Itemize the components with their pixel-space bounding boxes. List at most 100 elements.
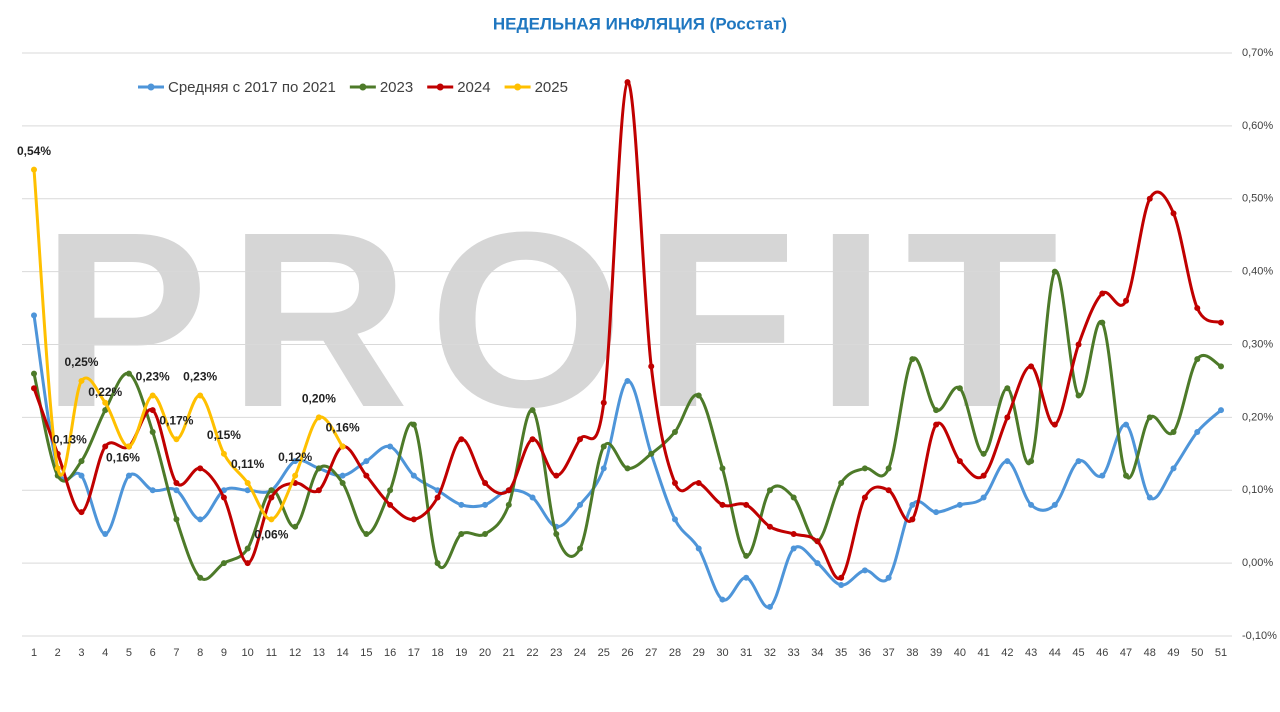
marker — [719, 501, 726, 508]
marker — [790, 545, 797, 552]
y-tick-label: 0,30% — [1242, 338, 1273, 350]
marker — [766, 487, 773, 494]
x-tick-label: 24 — [574, 647, 586, 659]
marker — [173, 436, 180, 443]
x-tick-label: 3 — [78, 647, 84, 659]
marker — [173, 516, 180, 523]
marker — [980, 472, 987, 479]
y-tick-label: 0,50% — [1242, 193, 1273, 205]
marker — [553, 472, 560, 479]
marker — [909, 516, 916, 523]
marker — [102, 530, 109, 537]
marker — [434, 560, 441, 567]
y-tick-label: 0,00% — [1242, 557, 1273, 569]
x-tick-label: 37 — [883, 647, 895, 659]
series-line — [32, 169, 344, 521]
y-tick-label: 0,40% — [1242, 266, 1273, 278]
marker — [31, 385, 37, 392]
marker — [363, 472, 370, 479]
marker — [197, 465, 204, 472]
x-tick-label: 32 — [764, 647, 776, 659]
data-label: 0,17% — [159, 413, 193, 427]
marker — [1218, 319, 1224, 326]
x-tick-label: 21 — [503, 647, 515, 659]
marker — [1028, 501, 1035, 508]
legend-marker — [514, 83, 522, 91]
marker — [1004, 385, 1011, 392]
marker — [363, 530, 370, 537]
legend-marker — [436, 83, 444, 91]
marker — [31, 166, 37, 173]
marker — [909, 501, 916, 508]
y-tick-label: 0,10% — [1242, 484, 1273, 496]
marker — [1218, 363, 1224, 370]
marker — [78, 472, 85, 479]
legend-label: 2025 — [535, 79, 568, 96]
legend-label: 2023 — [380, 79, 413, 96]
marker — [838, 479, 845, 486]
legend-marker — [147, 83, 155, 91]
x-tick-label: 45 — [1072, 647, 1084, 659]
marker — [1004, 458, 1011, 465]
marker — [482, 530, 489, 537]
marker — [197, 392, 204, 399]
marker — [149, 407, 156, 414]
x-tick-label: 17 — [408, 647, 420, 659]
x-tick-label: 47 — [1120, 647, 1132, 659]
x-tick-label: 12 — [289, 647, 301, 659]
marker — [1075, 392, 1082, 399]
marker — [315, 465, 322, 472]
marker — [861, 465, 868, 472]
x-tick-label: 10 — [242, 647, 254, 659]
chart-title: НЕДЕЛЬНАЯ ИНФЛЯЦИЯ (Росстат) — [493, 14, 787, 33]
x-tick-label: 16 — [384, 647, 396, 659]
marker — [339, 443, 346, 450]
marker — [814, 560, 821, 567]
marker — [1194, 356, 1201, 363]
marker — [838, 574, 845, 581]
marker — [125, 443, 132, 450]
marker — [458, 436, 465, 443]
marker — [78, 458, 85, 465]
marker — [1123, 421, 1130, 428]
x-tick-label: 46 — [1096, 647, 1108, 659]
marker — [149, 392, 156, 399]
marker — [671, 516, 678, 523]
x-tick-label: 44 — [1049, 647, 1061, 659]
data-label: 0,20% — [302, 392, 336, 406]
data-label: 0,25% — [64, 355, 98, 369]
marker — [482, 501, 489, 508]
marker — [577, 436, 584, 443]
marker — [980, 494, 987, 501]
data-label: 0,22% — [88, 385, 122, 399]
x-tick-label: 28 — [669, 647, 681, 659]
marker — [292, 472, 299, 479]
marker — [197, 574, 204, 581]
x-tick-label: 23 — [550, 647, 562, 659]
x-tick-label: 31 — [740, 647, 752, 659]
marker — [31, 312, 37, 319]
marker — [695, 392, 702, 399]
marker — [1146, 414, 1153, 421]
marker — [1099, 319, 1106, 326]
data-label: 0,23% — [183, 370, 217, 384]
marker — [387, 501, 394, 508]
x-tick-label: 43 — [1025, 647, 1037, 659]
marker — [1028, 458, 1035, 465]
marker — [149, 428, 156, 435]
marker — [885, 487, 892, 494]
marker — [956, 385, 963, 392]
marker — [1146, 195, 1153, 202]
x-tick-label: 33 — [788, 647, 800, 659]
marker — [78, 509, 85, 516]
marker — [624, 465, 631, 472]
marker — [78, 377, 85, 384]
marker — [743, 501, 750, 508]
marker — [885, 574, 892, 581]
x-tick-label: 14 — [336, 647, 348, 659]
marker — [434, 494, 441, 501]
marker — [1051, 501, 1058, 508]
marker — [1051, 421, 1058, 428]
marker — [54, 465, 61, 472]
marker — [933, 421, 940, 428]
